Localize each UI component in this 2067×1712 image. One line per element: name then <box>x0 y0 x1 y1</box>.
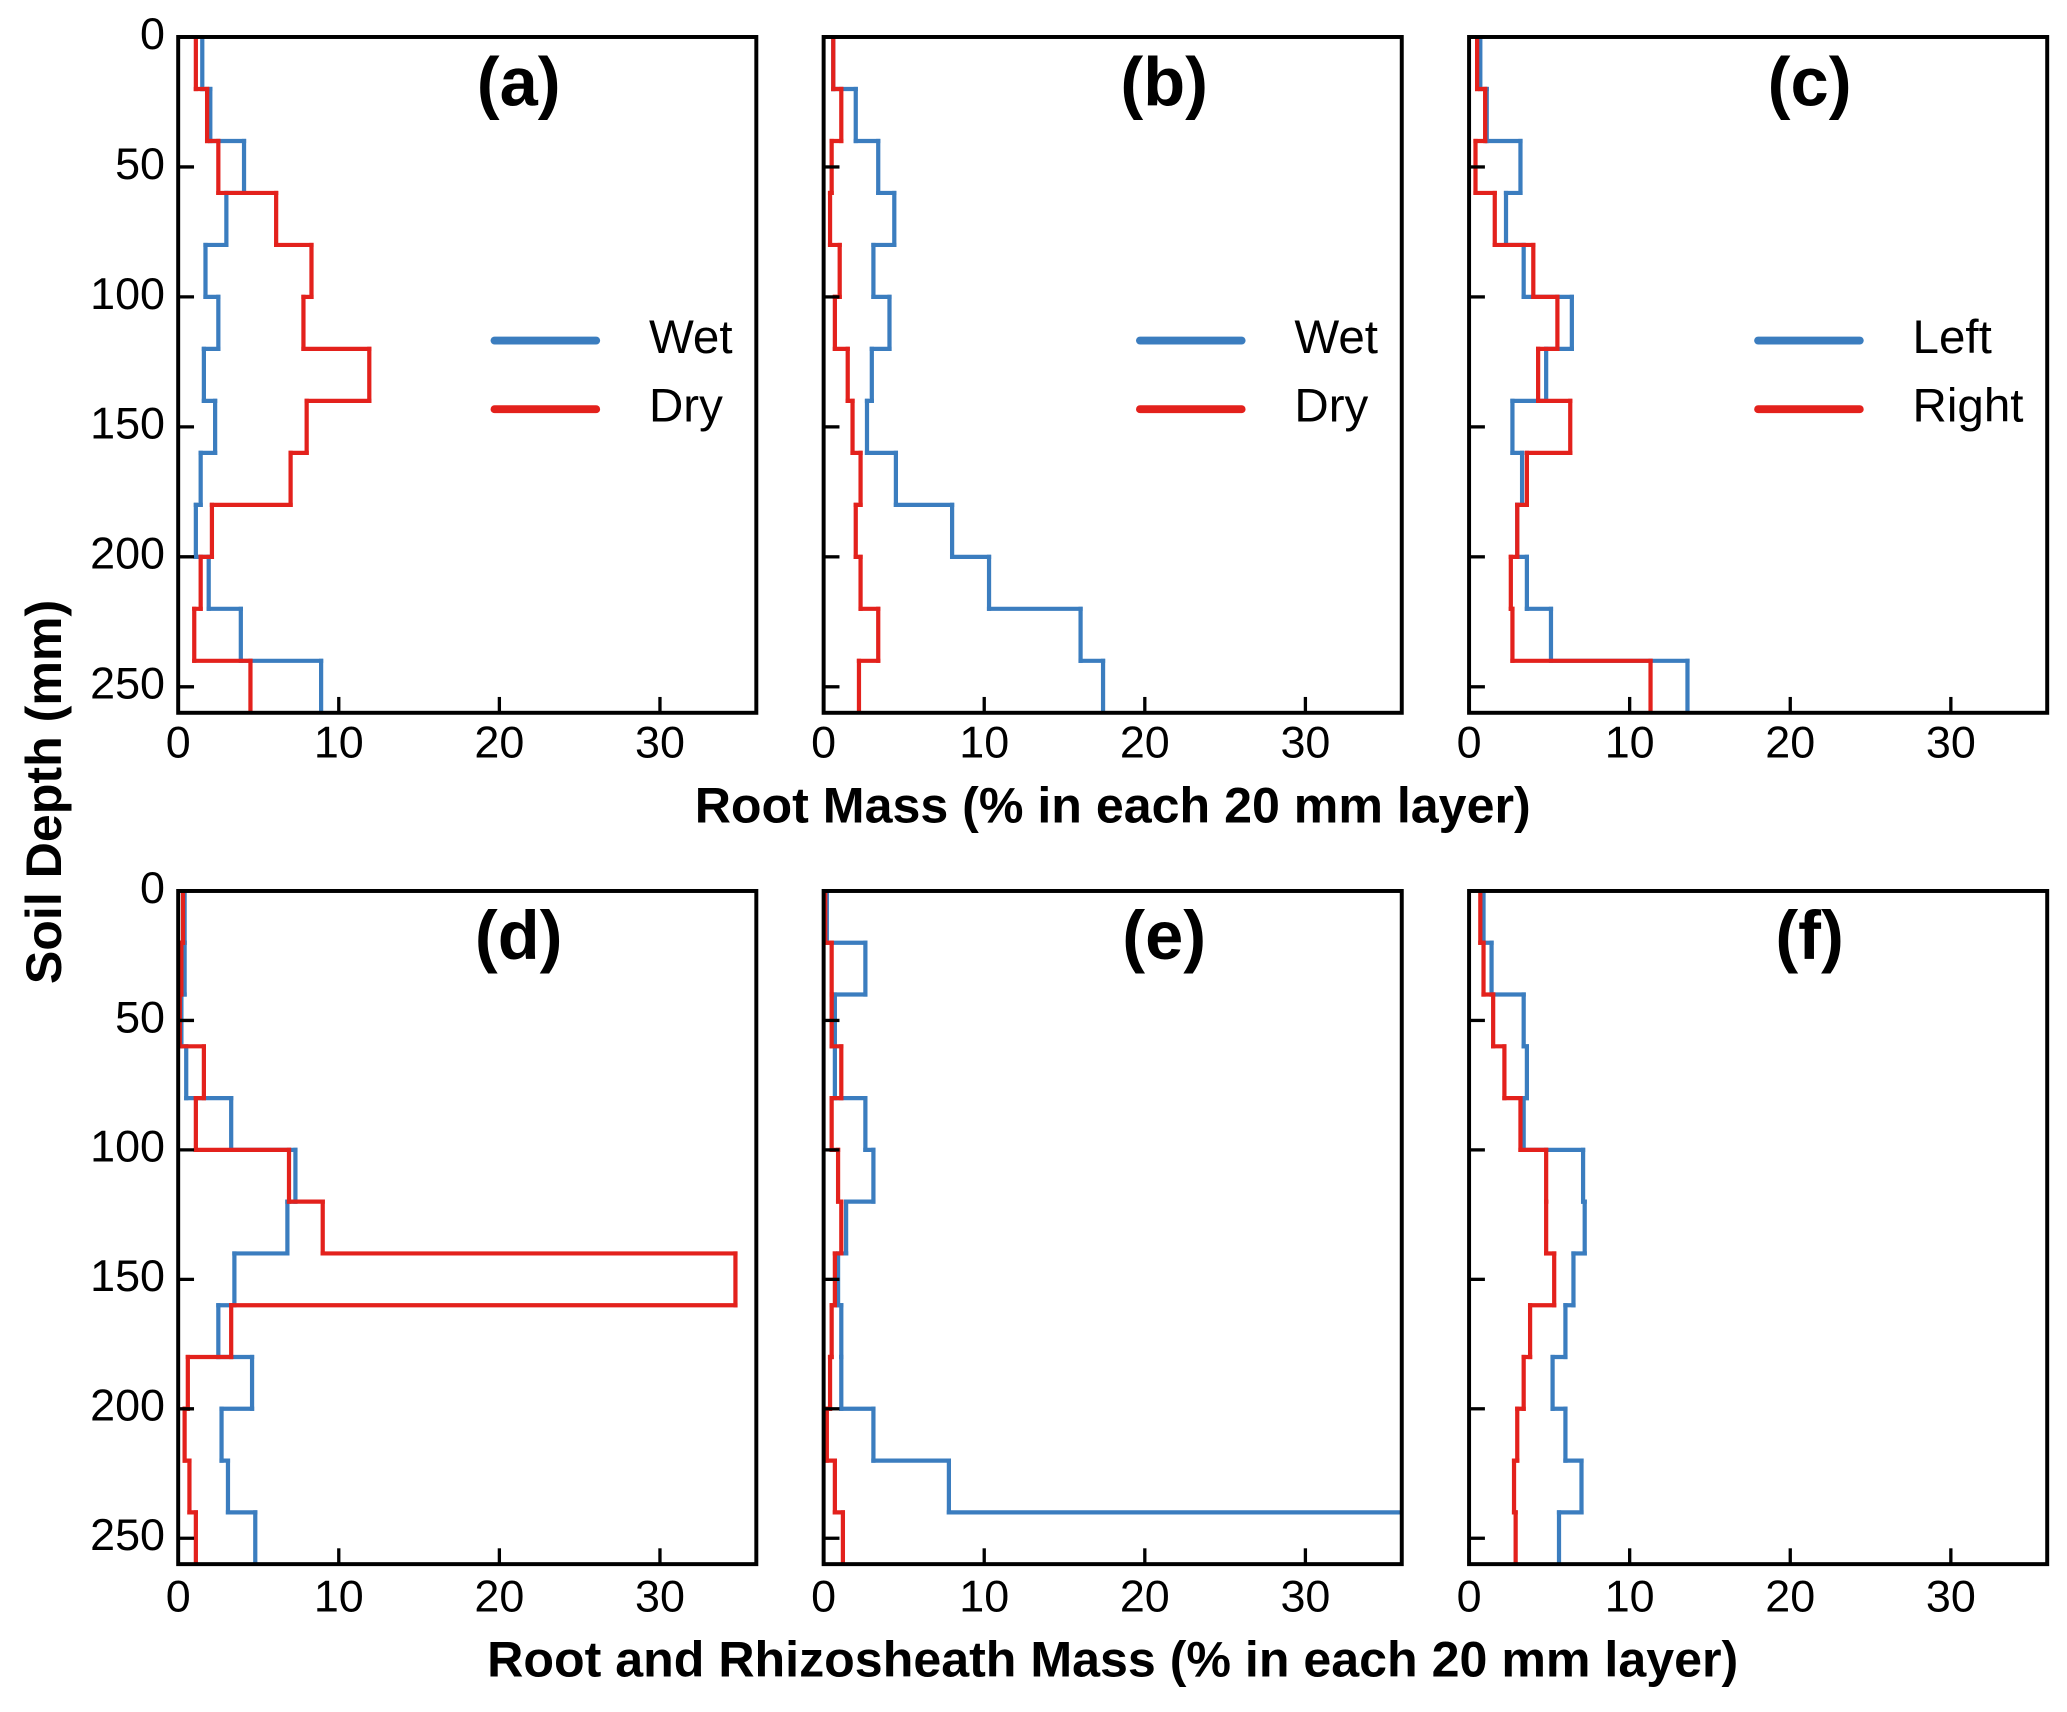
legend-label: Wet <box>649 311 733 364</box>
plot-area <box>192 36 372 713</box>
x-tick-label: 20 <box>474 1571 524 1622</box>
y-tick-label: 100 <box>90 268 165 319</box>
x-tick-label: 20 <box>474 717 524 768</box>
x-axis-label: Root Mass (% in each 20 mm layer) <box>695 777 1531 833</box>
frame <box>821 888 1404 1567</box>
plot-area <box>1473 36 1690 713</box>
x-tick-label: 0 <box>811 1571 836 1622</box>
x-axis-label: Root and Rhizosheath Mass (% in each 20 … <box>487 1631 1738 1687</box>
plot-area <box>178 890 738 1565</box>
x-tick-label: 30 <box>1280 717 1330 768</box>
x-tick-label: 10 <box>314 717 364 768</box>
frame <box>176 35 759 715</box>
x-tick-label: 30 <box>1926 1571 1976 1622</box>
frame <box>176 888 759 1567</box>
y-tick-label: 50 <box>115 991 165 1042</box>
y-tick-label: 0 <box>140 8 165 59</box>
legend-label: Dry <box>649 380 723 433</box>
panel-label: (c) <box>1768 43 1852 120</box>
panel-label: (e) <box>1122 897 1206 974</box>
x-tick-label: 30 <box>635 1571 685 1622</box>
x-tick-label: 0 <box>166 1571 191 1622</box>
x-tick-label: 30 <box>1280 1571 1330 1622</box>
x-tick-label: 20 <box>1765 717 1815 768</box>
plot-area <box>823 890 1402 1565</box>
x-tick-label: 30 <box>635 717 685 768</box>
frame <box>821 35 1404 715</box>
x-tick-label: 0 <box>811 717 836 768</box>
x-tick-label: 10 <box>959 717 1009 768</box>
frame <box>1467 888 2050 1567</box>
x-tick-label: 20 <box>1120 1571 1170 1622</box>
x-tick-label: 30 <box>1926 717 1976 768</box>
y-tick-label: 150 <box>90 1250 165 1301</box>
panel-label: (a) <box>477 43 561 120</box>
y-tick-label: 250 <box>90 658 165 709</box>
y-tick-label: 50 <box>115 138 165 189</box>
x-tick-label: 10 <box>314 1571 364 1622</box>
x-tick-label: 20 <box>1120 717 1170 768</box>
panel-label: (b) <box>1120 43 1208 120</box>
x-tick-label: 10 <box>959 1571 1009 1622</box>
plot-area <box>1478 890 1587 1565</box>
x-tick-label: 0 <box>1457 717 1482 768</box>
x-tick-label: 0 <box>1457 1571 1482 1622</box>
legend-label: Wet <box>1294 311 1378 364</box>
y-tick-label: 0 <box>140 862 165 913</box>
x-tick-label: 10 <box>1605 717 1655 768</box>
legend-label: Right <box>1913 380 2024 433</box>
y-tick-label: 150 <box>90 398 165 449</box>
plot-area <box>827 36 1106 713</box>
y-axis-label: Soil Depth (mm) <box>16 600 72 984</box>
x-tick-label: 0 <box>166 717 191 768</box>
legend-label: Dry <box>1294 380 1368 433</box>
y-tick-label: 200 <box>90 528 165 579</box>
y-tick-label: 100 <box>90 1121 165 1172</box>
y-tick-label: 250 <box>90 1509 165 1560</box>
panel-label: (d) <box>475 897 563 974</box>
frame <box>1467 35 2050 715</box>
x-tick-label: 10 <box>1605 1571 1655 1622</box>
y-tick-label: 200 <box>90 1380 165 1431</box>
legend-label: Left <box>1913 311 1992 364</box>
panel-label: (f) <box>1775 897 1844 974</box>
x-tick-label: 20 <box>1765 1571 1815 1622</box>
